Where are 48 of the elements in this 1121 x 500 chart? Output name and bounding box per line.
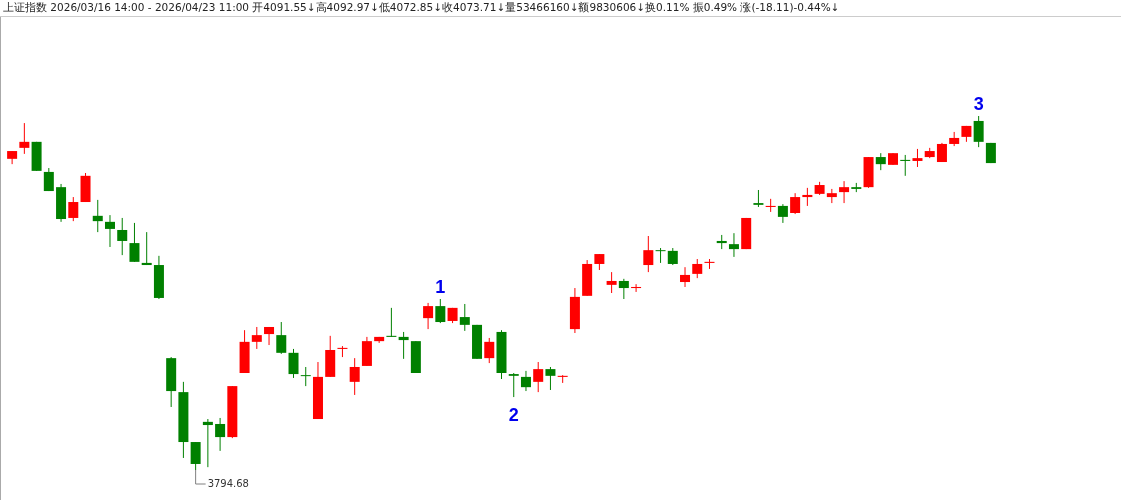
candlestick	[251, 326, 262, 350]
candlestick	[618, 278, 629, 300]
candlestick	[129, 222, 140, 263]
candlestick	[765, 198, 776, 213]
candlestick	[117, 217, 128, 256]
candlestick	[459, 303, 470, 332]
candlestick	[655, 247, 666, 264]
candlestick	[533, 361, 544, 393]
candlestick	[202, 418, 213, 468]
candlestick	[215, 417, 226, 452]
candlestick	[631, 283, 642, 293]
annotation: 3	[973, 94, 984, 114]
candlestick	[704, 258, 715, 270]
candlestick	[337, 345, 348, 358]
candlestick	[484, 337, 495, 364]
candlestick	[104, 214, 115, 248]
candlestick	[900, 154, 911, 177]
candlestick	[92, 199, 103, 233]
candlestick	[276, 321, 287, 355]
candlestick	[508, 372, 519, 398]
candlestick	[790, 192, 801, 215]
candlestick	[839, 180, 850, 204]
candlestick	[349, 357, 360, 396]
candlestick	[728, 232, 739, 258]
candlestick	[802, 187, 813, 207]
candlestick	[680, 266, 691, 288]
annotation: 2	[508, 405, 519, 426]
candlestick	[19, 122, 30, 155]
candlestick	[435, 298, 446, 324]
candlestick	[606, 271, 617, 294]
candlestick	[520, 370, 531, 392]
chart-title: 上证指数 2026/03/16 14:00 - 2026/04/23 11:00 开4091.55↓高4092.97↓低4072.85↓收4073.71↓量53466160↓额9830606↓换0.11% 振0.49% 涨(-18.11)-0.44%↓	[3, 1, 840, 13]
candlestick	[288, 348, 299, 379]
annotation: 1	[435, 277, 446, 298]
candlestick	[300, 366, 311, 387]
candlestick	[423, 302, 434, 330]
candlestick	[912, 148, 923, 168]
candlestick	[386, 307, 397, 338]
candlestick	[190, 441, 201, 471]
candlestick	[68, 196, 79, 222]
candlestick	[141, 231, 152, 266]
candlestick	[777, 203, 788, 224]
candlestick	[973, 115, 984, 148]
text: 3794.68	[207, 478, 249, 489]
candlestick	[398, 331, 409, 360]
candlestick	[545, 366, 556, 391]
candlestick	[643, 235, 654, 273]
candlestick	[692, 258, 703, 279]
